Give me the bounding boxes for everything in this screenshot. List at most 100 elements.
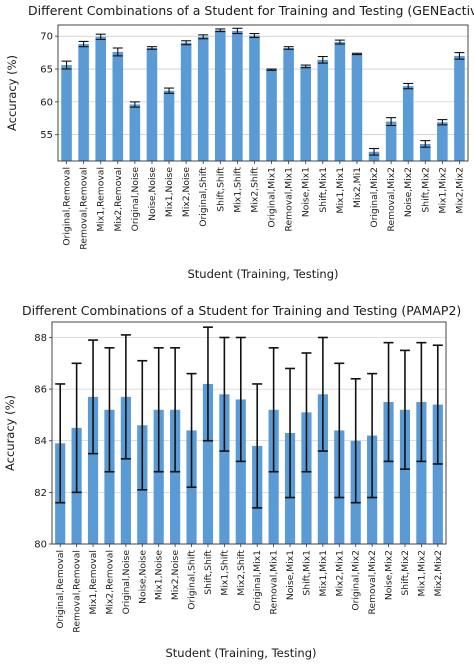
bars [55,383,443,544]
x-tick-label: Noise,Mix1 [301,167,312,217]
x-tick-label: Mix1,Mix2 [416,550,427,596]
x-tick-label: Noise,Mix1 [285,550,296,600]
x-tick-label: Mix2,Shift [236,550,247,596]
bar [95,36,107,161]
y-tick-label: 60 [40,97,53,108]
x-tick-label: Mix1,Mix2 [437,167,448,213]
x-tick-label: Shift,Shift [203,550,214,595]
error-bars [61,27,465,156]
bar [266,69,277,161]
bar [432,404,443,544]
x-tick-label: Removal,Mix2 [367,550,378,615]
x-tick-label: Mix1,Removal [88,550,99,615]
bar [219,394,230,544]
bar [78,44,89,161]
bar [334,42,346,162]
y-tick-labels: 80 82 84 86 88 [34,333,52,551]
x-tick-label: Original,Shift [198,167,209,227]
x-tick-label: Mix1,Noise [164,167,175,218]
y-axis-label: Accuracy (%) [5,55,19,131]
x-tick-label: Original,Shift [187,550,198,610]
geneactiv-chart: Different Combinations of a Student for … [5,3,474,281]
bar [300,66,312,161]
x-tick-label: Shift,Mix2 [400,550,411,596]
x-axis-label: Student (Training, Testing) [187,267,338,281]
x-tick-label: Original,Removal [62,167,73,246]
y-tick-label: 88 [34,333,47,344]
x-tick-label: Original,Noise [130,167,141,232]
x-tick-label: Original,Mix2 [351,550,362,611]
bar [385,121,397,161]
y-tick-label: 82 [34,488,47,499]
plot-frame [51,321,447,545]
x-tick-label: Mix2,Removal [113,167,124,232]
pamap2-chart: Different Combinations of a Student for … [3,303,461,660]
bar [120,396,131,544]
gridlines [58,35,468,136]
bar [301,412,312,544]
x-tick-label: Mix2,Noise [170,550,181,601]
x-tick-label: Shift,Mix1 [301,550,312,596]
bar [416,402,427,544]
bar [61,65,72,161]
x-tick-label: Noise,Mix2 [384,550,395,600]
bar [317,59,329,161]
bar [153,409,164,544]
x-tick-label: Mix2,Mix2 [433,550,444,596]
bar [454,55,465,161]
x-tick-label: Mix1,Mix1 [318,550,329,596]
y-tick-label: 65 [40,65,53,76]
x-tick-label: Shift,Mix1 [318,167,329,213]
x-tick-label: Original,Noise [121,550,132,615]
y-tick-label: 55 [40,130,53,141]
x-tick-labels: Original,Removal Removal,Removal Mix1,Remo… [62,161,465,250]
x-tick-label: Shift,Shift [215,167,226,212]
error-bars [55,326,443,509]
x-tick-label: Mix1,Removal [96,167,107,232]
bar [202,383,214,544]
bar [317,394,328,544]
y-tick-labels: 55 60 65 70 [40,32,58,141]
bar [437,122,448,161]
x-tick-label: Mix2,Mix1 [334,550,345,596]
x-tick-label: Noise,Mix2 [403,167,414,217]
x-tick-labels: Original,Removal Removal,Removal Mix1,Remo… [55,544,444,633]
bar [232,30,243,162]
bar [129,104,141,161]
bar [368,151,380,161]
x-tick-label: Mix2,Mi1 [352,167,363,208]
x-tick-label: Mix2,Shift [249,167,260,213]
chart-title: Different Combinations of a Student for … [28,3,474,18]
plot-frame [57,24,469,162]
x-tick-label: Removal,Mix1 [269,550,280,615]
y-tick-label: 80 [34,540,47,551]
x-tick-label: Mix2,Removal [104,550,115,615]
x-tick-label: Original,Mix1 [267,167,278,228]
x-tick-label: Removal,Removal [79,167,90,250]
x-tick-label: Noise,Noise [137,550,148,604]
x-tick-label: Mix1,Shift [232,167,243,213]
y-axis-label: Accuracy (%) [3,395,17,471]
bar [235,399,246,544]
x-axis-label: Student (Training, Testing) [165,646,316,660]
bar [351,53,363,161]
bar [383,402,394,544]
bar [197,36,209,161]
bar [283,47,294,161]
x-tick-label: Removal,Mix2 [386,167,397,232]
bar [419,143,431,161]
x-tick-label: Removal,Removal [72,550,83,633]
bar [146,47,158,161]
bar [112,51,124,162]
bar [170,409,181,544]
x-tick-label: Original,Mix2 [369,167,380,228]
x-tick-label: Mix1,Shift [219,550,230,596]
x-tick-label: Mix1,Noise [154,550,165,601]
y-tick-label: 70 [40,32,53,43]
bar [104,409,115,544]
y-tick-label: 86 [34,385,47,396]
bars [61,30,465,162]
x-tick-label: Mix2,Noise [181,167,192,218]
bar [399,409,411,544]
chart-title: Different Combinations of a Student for … [22,303,461,318]
